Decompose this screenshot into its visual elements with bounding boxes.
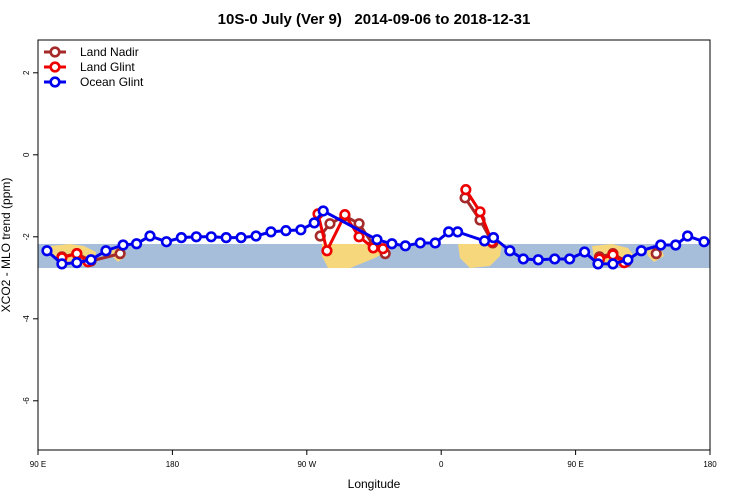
legend-label: Land Glint <box>80 60 135 74</box>
data-point <box>655 239 667 251</box>
y-tick-label: -2 <box>22 233 31 241</box>
data-point <box>308 217 320 229</box>
data-point <box>71 248 83 260</box>
data-point <box>339 209 351 221</box>
data-point <box>353 231 365 243</box>
data-point <box>56 258 68 270</box>
data-point <box>235 232 247 244</box>
data-point <box>265 226 277 238</box>
legend-marker <box>49 46 61 58</box>
data-point <box>478 235 491 247</box>
data-point <box>443 226 455 238</box>
data-point <box>622 254 634 266</box>
data-point <box>635 245 647 257</box>
chart-title: 10S-0 July (Ver 9) 2014-09-06 to 2018-12… <box>218 11 531 28</box>
x-tick-label: 180 <box>166 460 180 469</box>
data-point <box>317 205 329 217</box>
data-point <box>670 239 682 251</box>
data-point <box>130 238 143 250</box>
data-point <box>504 245 516 257</box>
data-point <box>698 236 710 248</box>
data-point <box>85 254 97 266</box>
legend-marker <box>49 76 61 88</box>
data-point <box>399 240 411 252</box>
data-point <box>414 237 426 249</box>
data-point <box>175 232 187 244</box>
data-point <box>71 257 83 269</box>
x-tick-label: 90 W <box>297 460 316 469</box>
data-point <box>377 243 389 255</box>
x-tick-label: 180 <box>703 460 717 469</box>
data-point <box>564 253 576 265</box>
legend-label: Land Nadir <box>80 45 139 59</box>
data-point <box>578 246 591 258</box>
data-point <box>429 237 441 249</box>
y-axis-label: XCO2 - MLO trend (ppm) <box>0 178 13 313</box>
data-point <box>114 248 126 260</box>
data-point <box>607 249 619 261</box>
data-point <box>549 253 561 265</box>
data-point <box>220 232 232 244</box>
data-point <box>607 258 619 270</box>
legend-label: Ocean Glint <box>80 75 144 89</box>
data-point <box>460 184 472 196</box>
data-point <box>452 226 464 238</box>
data-point <box>117 239 129 251</box>
data-point <box>160 236 173 248</box>
data-point <box>324 218 336 230</box>
data-point <box>681 230 694 242</box>
plot-frame <box>37 39 711 451</box>
x-axis-label: Longitude <box>348 477 401 491</box>
y-tick-label: -4 <box>22 315 31 323</box>
data-point <box>487 232 500 244</box>
data-point <box>532 254 544 266</box>
data-point <box>474 206 486 218</box>
data-point <box>100 245 112 257</box>
data-point <box>592 258 604 270</box>
data-point <box>321 245 333 257</box>
land-shape <box>458 244 502 268</box>
legend-marker <box>49 61 61 73</box>
data-point <box>250 230 262 242</box>
data-point <box>295 224 307 236</box>
y-tick-label: 2 <box>22 70 31 75</box>
data-point <box>205 231 217 243</box>
data-point <box>650 248 662 260</box>
data-point <box>41 245 53 257</box>
x-tick-label: 90 E <box>567 460 583 469</box>
data-point <box>144 230 156 242</box>
x-tick-label: 0 <box>439 460 444 469</box>
data-point <box>280 225 292 237</box>
data-point <box>386 238 398 250</box>
y-tick-label: -6 <box>22 397 31 405</box>
data-point <box>353 218 365 230</box>
data-point <box>190 231 202 243</box>
x-tick-label: 90 E <box>30 460 46 469</box>
data-point <box>371 234 383 246</box>
y-tick-label: 0 <box>22 152 31 157</box>
data-point <box>517 253 529 265</box>
